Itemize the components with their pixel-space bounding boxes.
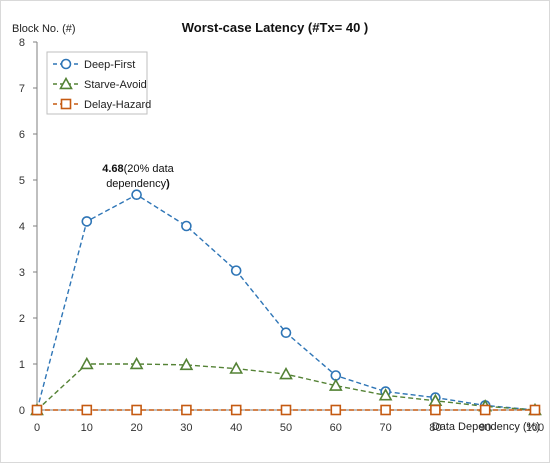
- data-point: [81, 404, 93, 416]
- data-point: [229, 361, 244, 374]
- legend-marker: [60, 98, 72, 110]
- annotation-line-2: dependency): [106, 178, 170, 190]
- y-tick-label: 0: [19, 405, 25, 417]
- chart-title: Worst-case Latency (#Tx= 40 ): [182, 20, 369, 35]
- data-point: [131, 189, 142, 201]
- x-tick-label: 80: [429, 422, 441, 434]
- annotation-text: (20% data: [124, 163, 175, 175]
- data-point: [378, 388, 393, 401]
- annotation-closing: ): [166, 178, 170, 190]
- data-point: [230, 265, 242, 276]
- annotation-line-1: 4.68(20% data: [102, 163, 174, 175]
- legend-marker: [59, 76, 73, 90]
- x-tick-label: 100: [526, 422, 544, 434]
- y-axis-title: Block No. (#): [12, 23, 76, 35]
- legend-label: Delay-Hazard: [84, 99, 151, 111]
- data-point: [280, 327, 292, 339]
- x-tick-label: 70: [379, 422, 391, 434]
- data-point: [181, 404, 192, 416]
- data-point: [129, 356, 144, 370]
- legend-marker: [60, 58, 72, 70]
- legend-entry-delay-hazard: Delay-Hazard: [53, 98, 151, 111]
- data-point: [131, 404, 142, 416]
- legend-entry-starve-avoid: Starve-Avoid: [53, 76, 147, 91]
- data-point: [430, 404, 441, 416]
- legend-label: Deep-First: [84, 59, 135, 71]
- data-point: [79, 356, 94, 370]
- legend: Deep-First Starve-Avoid Delay-Hazard: [46, 51, 151, 115]
- y-tick-label: 1: [19, 359, 25, 371]
- data-point: [328, 378, 343, 391]
- legend-label: Starve-Avoid: [84, 79, 147, 91]
- y-tick-label: 5: [19, 175, 25, 187]
- y-tick-label: 8: [19, 37, 25, 49]
- y-tick-label: 4: [19, 221, 25, 233]
- x-tick-label: 60: [330, 422, 342, 434]
- series-delay-hazard: [31, 404, 541, 416]
- data-point: [529, 404, 541, 416]
- x-axis-title: Data Dependency (%): [432, 421, 540, 433]
- annotation: 4.68(20% data dependency): [102, 163, 174, 190]
- data-point: [179, 357, 194, 371]
- series-layer: [30, 189, 542, 416]
- y-tick-label: 3: [19, 267, 25, 279]
- x-tick-label: 20: [130, 422, 142, 434]
- y-tick-label: 2: [19, 313, 25, 325]
- annotation-value: 4.68: [102, 163, 123, 175]
- y-tick-label: 6: [19, 129, 25, 141]
- x-tick-label: 40: [230, 422, 242, 434]
- data-point: [230, 404, 242, 416]
- x-tick-label: 10: [81, 422, 93, 434]
- data-point: [81, 216, 93, 227]
- data-point: [330, 404, 342, 416]
- data-point: [279, 366, 293, 380]
- y-tick-label: 7: [19, 83, 25, 95]
- x-tick-label: 50: [280, 422, 292, 434]
- data-point: [280, 404, 292, 416]
- x-tick-label: 30: [180, 422, 192, 434]
- legend-entry-deep-first: Deep-First: [53, 58, 135, 71]
- data-point: [479, 404, 491, 416]
- x-tick-label: 0: [34, 422, 40, 434]
- data-point: [181, 220, 192, 232]
- data-point: [31, 404, 43, 416]
- data-point: [380, 404, 391, 416]
- x-tick-label: 90: [479, 422, 491, 434]
- annotation-text-2: dependency: [106, 178, 166, 190]
